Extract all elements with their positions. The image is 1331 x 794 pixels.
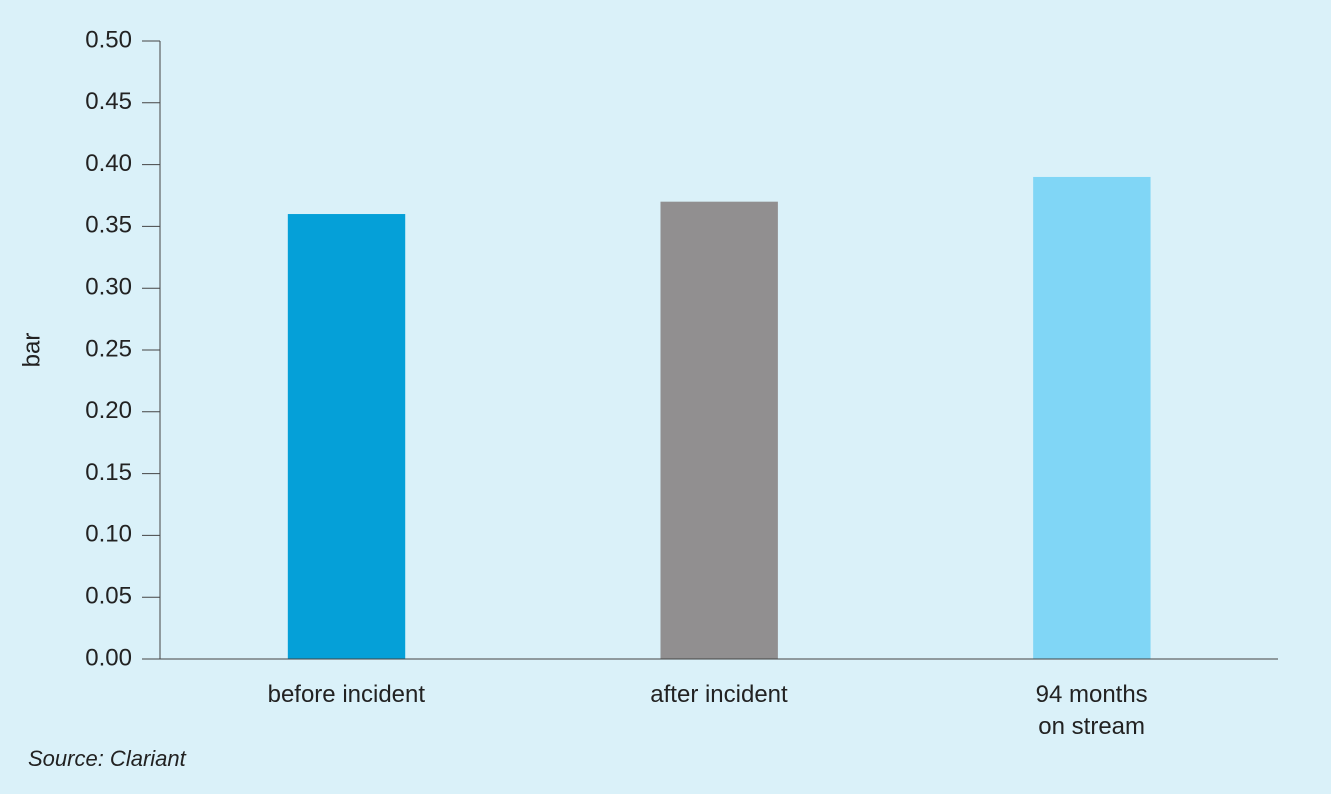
y-tick-label: 0.30	[85, 274, 132, 301]
y-tick-label: 0.10	[85, 521, 132, 548]
y-tick-label: 0.40	[85, 150, 132, 177]
y-tick-label: 0.05	[85, 583, 132, 610]
x-tick-label: after incident	[650, 681, 788, 708]
y-axis-label: bar	[18, 333, 45, 368]
source-note: Source: Clariant	[28, 746, 186, 771]
y-tick-label: 0.35	[85, 212, 132, 239]
y-tick-label: 0.45	[85, 88, 132, 115]
bar	[660, 201, 778, 659]
y-tick-label: 0.15	[85, 459, 132, 486]
x-tick-label: before incident	[267, 681, 426, 708]
y-tick-label: 0.20	[85, 397, 132, 424]
bar	[287, 214, 406, 660]
y-tick-label: 0.25	[85, 335, 132, 362]
y-tick-label: 0.50	[85, 26, 132, 53]
x-tick-label: 94 months on stream	[1035, 681, 1148, 740]
y-tick-label: 0.00	[85, 644, 132, 671]
bar	[1033, 176, 1151, 659]
